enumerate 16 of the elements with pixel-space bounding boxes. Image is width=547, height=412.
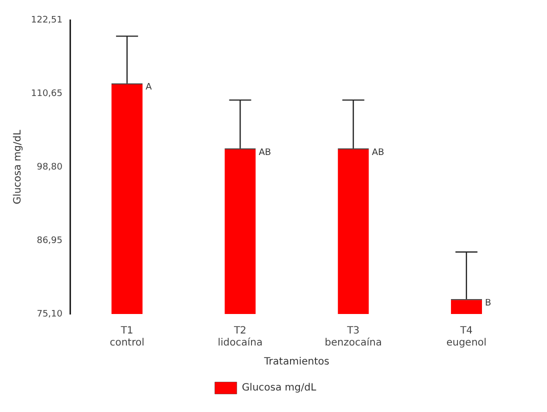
- legend-label: Glucosa mg/dL: [242, 382, 317, 394]
- y-tick-label: 75,10: [36, 309, 63, 320]
- annotation: A: [146, 82, 153, 93]
- y-tick-label: 110,65: [30, 88, 62, 99]
- y-tick-label: 86,95: [36, 236, 62, 246]
- y-axis-title: Glucosa mg/dL: [12, 129, 24, 204]
- annotation: AB: [258, 148, 272, 158]
- x-tick-label: T2 lidocaína: [218, 326, 263, 349]
- y-tick-label: 122,51: [30, 15, 62, 26]
- y-tick-label: 98,80: [36, 162, 63, 172]
- x-tick-label: T1 control: [110, 326, 144, 349]
- annotation: B: [484, 298, 492, 308]
- x-axis-title: Tratamientos: [263, 356, 330, 368]
- annotation: AB: [372, 148, 384, 158]
- x-tick-label: T3 benzocaína: [324, 326, 382, 349]
- x-tick-label: T4 eugenol: [446, 326, 487, 349]
